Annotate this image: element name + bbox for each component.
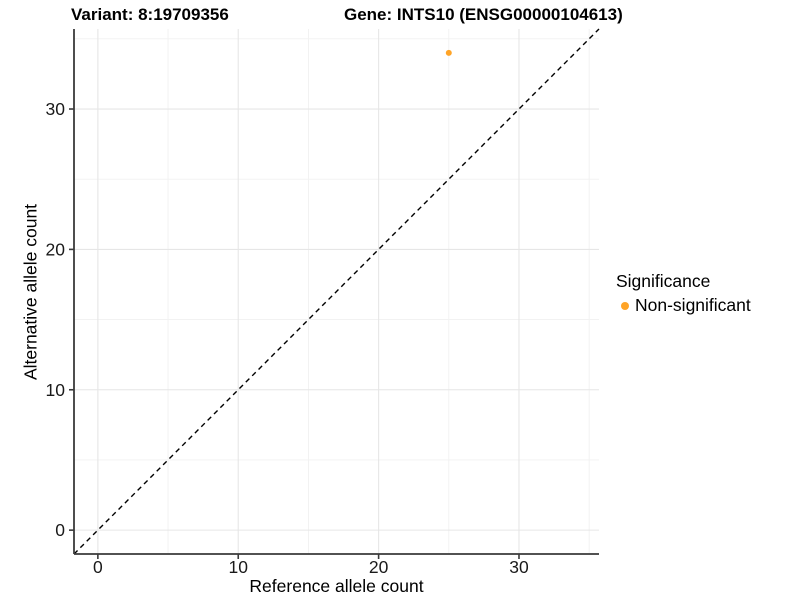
y-tick-label: 0 (55, 520, 65, 540)
legend-item-label: Non-significant (635, 295, 751, 315)
x-tick-label: 30 (509, 557, 529, 577)
y-tick-label: 10 (46, 380, 66, 400)
x-tick-label: 0 (93, 557, 103, 577)
legend-key (616, 297, 633, 314)
legend-title: Significance (616, 271, 711, 291)
x-tick-label: 20 (369, 557, 389, 577)
x-tick-label: 10 (229, 557, 249, 577)
legend-dot-icon (620, 301, 629, 310)
y-axis-title: Alternative allele count (20, 203, 41, 381)
y-tick-label: 30 (46, 99, 66, 119)
legend-items: Non-significant (616, 295, 751, 316)
variant-title: Variant: 8:19709356 (71, 5, 229, 24)
y-tick-label: 20 (46, 239, 66, 259)
legend-item: Non-significant (616, 295, 751, 316)
data-point (445, 49, 452, 56)
x-axis-title: Reference allele count (249, 576, 424, 596)
legend: Significance Non-significant (616, 271, 751, 316)
gene-title: Gene: INTS10 (ENSG00000104613) (344, 5, 623, 24)
identity-dashed-line (73, 28, 600, 555)
